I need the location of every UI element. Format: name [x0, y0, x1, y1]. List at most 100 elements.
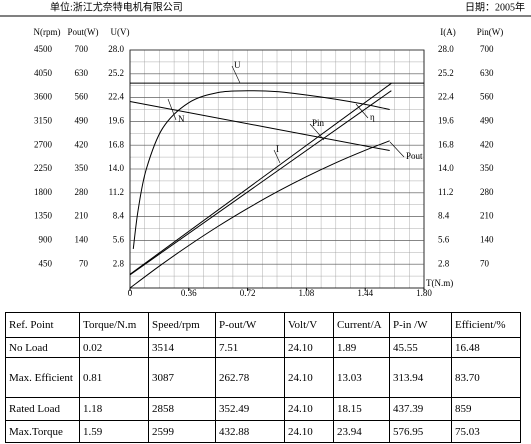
table-row: Ref. Point Torque/N.m Speed/rpm P-out/W Volt…: [5, 312, 521, 338]
y-tick-label: 420: [480, 139, 494, 149]
header-right: 日期：2005年: [465, 0, 525, 13]
table-cell: 24.10: [284, 357, 334, 398]
y-tick-label: 16.8: [438, 139, 454, 149]
y-tick-label: 3600: [34, 92, 53, 102]
label-leader: [231, 65, 241, 84]
table-cell: 859: [451, 397, 521, 421]
table-cell: 3514: [148, 337, 216, 358]
y-tick-label: 420: [75, 139, 89, 149]
header-left: 单位:浙江尤奈特电机有限公司: [50, 0, 183, 13]
y-tick-label: 28.0: [108, 44, 124, 54]
table-cell: 45.55: [389, 337, 452, 358]
y-tick-label: 700: [480, 44, 494, 54]
y-tick-label: 14.0: [438, 163, 454, 173]
y-tick-label: 280: [75, 187, 89, 197]
table-cell: P-out/W: [215, 312, 285, 338]
x-tick-label: 1.44: [357, 288, 373, 298]
table-cell: 576.95: [389, 420, 452, 443]
table-cell: 432.88: [215, 420, 285, 443]
table-cell: 75.03: [451, 420, 521, 443]
table-cell: Max.Torque: [5, 420, 80, 443]
y-tick-label: 560: [75, 92, 89, 102]
axis-title: U(V): [111, 27, 130, 37]
y-tick-label: 4050: [34, 68, 53, 78]
table-cell: 3087: [148, 357, 216, 398]
label-leader: [309, 123, 325, 141]
table-cell: Rated Load: [5, 397, 80, 421]
y-tick-label: 630: [75, 68, 89, 78]
y-tick-label: 8.4: [438, 211, 450, 221]
series-label: η: [370, 112, 375, 122]
table-cell: 13.03: [333, 357, 390, 398]
x-tick-label: 1.08: [299, 288, 315, 298]
series-line: [129, 101, 390, 152]
y-tick-label: 3150: [34, 115, 53, 125]
y-tick-label: 1800: [34, 187, 53, 197]
series-label: Pin: [312, 118, 325, 128]
table-cell: 1.18: [79, 397, 149, 421]
table-cell: Volt/V: [284, 312, 334, 338]
table-cell: 313.94: [389, 357, 452, 398]
series-line: [129, 90, 392, 276]
y-tick-label: 2.8: [113, 258, 125, 268]
table-cell: 0.81: [79, 357, 149, 398]
x-tick-label: 1.80: [416, 288, 432, 298]
y-tick-label: 5.6: [438, 234, 450, 244]
y-tick-label: 19.6: [108, 115, 124, 125]
series-label: I: [276, 144, 279, 154]
axis-title: N(rpm): [34, 27, 61, 37]
table-cell: 16.48: [451, 337, 521, 358]
y-tick-label: 5.6: [113, 234, 125, 244]
table-cell: Efficient/%: [451, 312, 521, 338]
table-cell: P-in /W: [389, 312, 452, 338]
table-cell: 7.51: [215, 337, 285, 358]
series-label: N: [178, 114, 185, 124]
table-row: Rated Load 1.18 2858 352.49 24.10 18.15 437.39…: [5, 397, 521, 421]
chart: 单位:浙江尤奈特电机有限公司 日期：2005年 0 0.36 0.72 1.08 1.4…: [0, 0, 531, 298]
y-tick-label: 630: [480, 68, 494, 78]
y-tick-label: 4500: [34, 44, 53, 54]
y-tick-label: 22.4: [438, 92, 454, 102]
series-label: Pout: [406, 151, 423, 161]
table-cell: 262.78: [215, 357, 285, 398]
series-line: [132, 90, 390, 249]
table-cell: Ref. Point: [5, 312, 80, 338]
series-label: U: [234, 60, 241, 70]
x-tick-label: 0.72: [240, 288, 256, 298]
x-tick-label: 0: [128, 288, 133, 298]
y-tick-label: 700: [75, 44, 89, 54]
label-leader: [167, 98, 177, 121]
label-leader: [389, 141, 405, 158]
y-tick-label: 140: [480, 234, 494, 244]
y-tick-label: 350: [480, 163, 494, 173]
table-cell: 2599: [148, 420, 216, 443]
y-tick-label: 11.2: [438, 187, 453, 197]
table-cell: 1.59: [79, 420, 149, 443]
x-axis-label: T(N.m): [426, 278, 453, 288]
y-tick-label: 16.8: [108, 139, 124, 149]
y-tick-label: 280: [480, 187, 494, 197]
table-cell: 0.02: [79, 337, 149, 358]
y-tick-label: 2250: [34, 163, 53, 173]
y-tick-label: 210: [480, 211, 494, 221]
label-leader: [273, 149, 281, 164]
y-tick-label: 560: [480, 92, 494, 102]
axis-title: Pout(W): [68, 27, 99, 37]
y-tick-label: 8.4: [113, 211, 125, 221]
y-tick-label: 350: [75, 163, 89, 173]
y-tick-label: 450: [39, 258, 53, 268]
y-tick-label: 28.0: [438, 44, 454, 54]
table-row: Max. Efficient 0.81 3087 262.78 24.10 13.03 31…: [5, 357, 521, 398]
y-tick-label: 1350: [34, 211, 53, 221]
table-row: Max.Torque 1.59 2599 432.88 24.10 23.94 576.95…: [5, 420, 521, 443]
table-cell: 23.94: [333, 420, 390, 443]
axis-title: I(A): [440, 27, 456, 37]
y-tick-label: 900: [39, 234, 53, 244]
table-cell: No Load: [5, 337, 80, 358]
table-cell: 24.10: [284, 337, 334, 358]
table-cell: Torque/N.m: [79, 312, 149, 338]
y-tick-label: 19.6: [438, 115, 454, 125]
x-tick-label: 0.36: [181, 288, 197, 298]
series-line: [129, 82, 392, 275]
